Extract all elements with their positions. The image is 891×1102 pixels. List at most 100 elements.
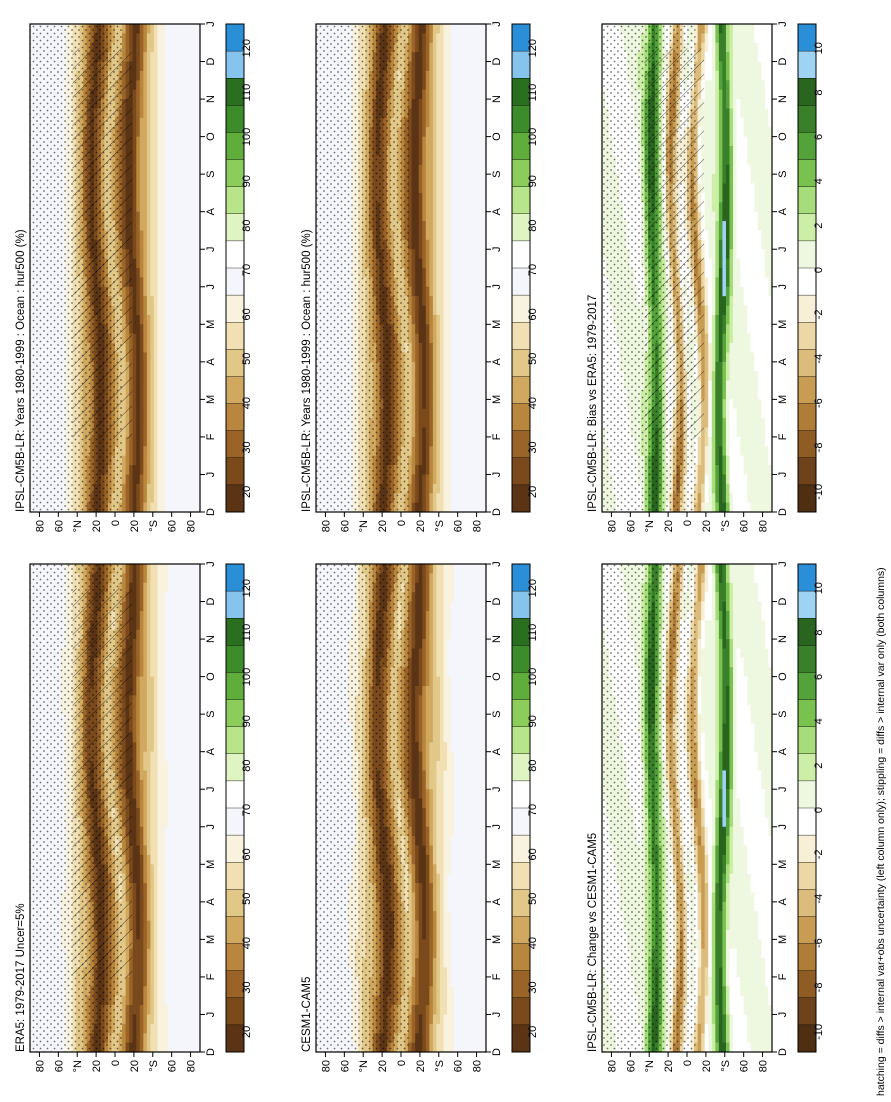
heatmap-cell [161, 127, 165, 138]
heatmap-cell [478, 286, 483, 297]
hatching-overlay [72, 48, 132, 439]
heatmap-cell [422, 324, 427, 335]
heatmap-cell [178, 427, 183, 438]
heatmap-cell [178, 249, 183, 260]
heatmap-cell [436, 174, 441, 184]
heatmap-cell [164, 136, 169, 147]
heatmap-cell [443, 99, 448, 109]
heatmap-cell [436, 221, 441, 231]
heatmap-cell [139, 371, 144, 382]
heatmap-cell [189, 146, 194, 156]
heatmap-cell [189, 483, 194, 494]
heatmap-cell [408, 99, 413, 109]
heatmap-cell [436, 99, 441, 109]
heatmap-cell [182, 33, 187, 44]
heatmap-cell [411, 408, 416, 419]
heatmap-cell [425, 211, 430, 222]
heatmap-cell [443, 52, 448, 62]
heatmap-cell [153, 89, 158, 100]
heatmap-cell [418, 42, 423, 53]
heatmap-cell [439, 446, 444, 457]
heatmap-cell [196, 99, 201, 109]
heatmap-cell [150, 286, 155, 297]
heatmap-cell [443, 61, 448, 72]
heatmap-cell [457, 324, 462, 335]
heatmap-cell [157, 408, 162, 419]
heatmap-cell [411, 99, 416, 109]
heatmap-cell [457, 408, 462, 419]
heatmap-cell [418, 380, 423, 391]
heatmap-cell [136, 352, 141, 363]
heatmap-cell [192, 211, 197, 222]
heatmap-cell [454, 61, 459, 72]
heatmap-cell [454, 24, 459, 34]
heatmap-cell [146, 361, 151, 372]
heatmap-cell [153, 390, 158, 400]
heatmap-cell [450, 146, 455, 156]
heatmap-cell [182, 164, 187, 175]
heatmap-cell [411, 33, 416, 44]
heatmap-cell [461, 202, 466, 213]
heatmap-cell [175, 174, 180, 184]
heatmap-cell [475, 89, 480, 100]
heatmap-cell [182, 80, 187, 91]
heatmap-cell [136, 277, 141, 288]
heatmap-cell [415, 52, 420, 62]
heatmap-cell [415, 155, 420, 166]
heatmap-cell [475, 24, 480, 34]
heatmap-cell [171, 502, 176, 513]
heatmap-cell [482, 436, 487, 447]
heatmap-cell [175, 164, 180, 175]
heatmap-cell [415, 174, 420, 184]
heatmap-cell [171, 418, 176, 428]
heatmap-cell [429, 286, 434, 297]
heatmap-cell [161, 117, 165, 128]
heatmap-cell [182, 192, 187, 203]
heatmap-cell [436, 455, 441, 466]
heatmap-cell [482, 474, 487, 485]
heatmap-cell [411, 436, 416, 447]
heatmap-cell [189, 164, 194, 175]
heatmap-cell [443, 70, 448, 81]
heatmap-cell [450, 117, 455, 128]
heatmap-cell [171, 305, 176, 316]
heatmap-cell [457, 221, 462, 231]
heatmap-cell [461, 436, 466, 447]
heatmap-cell [468, 221, 473, 231]
month-tick-label: D [205, 58, 217, 66]
heatmap-cell [429, 390, 434, 400]
heatmap-cell [150, 108, 155, 119]
heatmap-cell [461, 418, 466, 428]
heatmap-cell [185, 483, 190, 494]
heatmap-cell [432, 33, 437, 44]
heatmap-cell [429, 108, 434, 119]
heatmap-cell [153, 127, 158, 138]
heatmap-cell [122, 446, 127, 457]
heatmap-cell [478, 155, 483, 166]
heatmap-cell [454, 399, 459, 410]
heatmap-cell [475, 70, 480, 81]
heatmap-cell [482, 89, 487, 100]
heatmap-cell [139, 399, 144, 410]
heatmap-cell [464, 127, 469, 138]
heatmap-cell [132, 493, 137, 504]
heatmap-cell [175, 268, 180, 278]
heatmap-cell [464, 446, 469, 457]
heatmap-cell [143, 258, 148, 269]
heatmap-cell [411, 268, 416, 278]
heatmap-cell [146, 258, 151, 269]
heatmap-cell [443, 455, 448, 466]
heatmap-cell [168, 380, 173, 391]
heatmap-cell [457, 371, 462, 382]
month-tick-label: D [205, 508, 217, 516]
heatmap-cell [422, 361, 427, 372]
heatmap-cell [443, 80, 448, 91]
heatmap-cell [136, 127, 141, 138]
heatmap-cell [164, 390, 169, 400]
heatmap-cell [415, 380, 420, 391]
heatmap-cell [136, 24, 141, 34]
heatmap-cell [143, 136, 148, 147]
heatmap-cell [146, 502, 151, 513]
